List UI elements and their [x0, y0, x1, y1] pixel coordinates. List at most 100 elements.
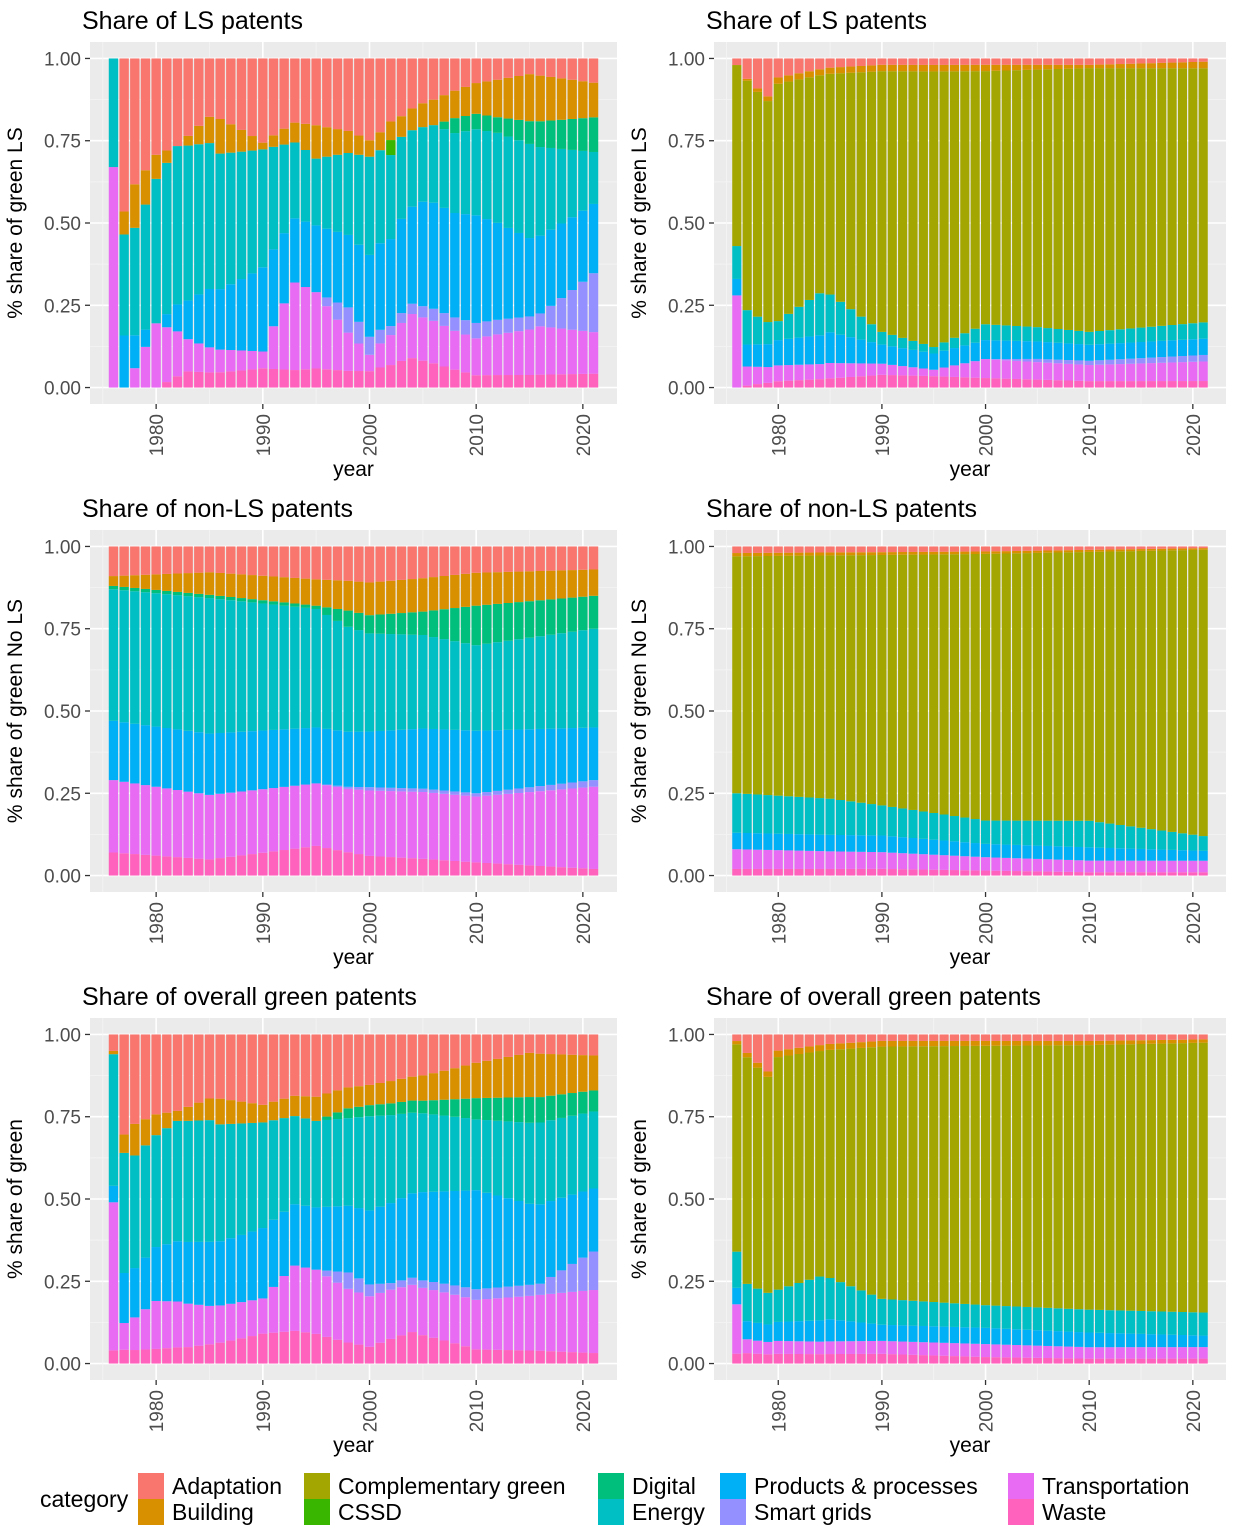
bar-segment	[524, 637, 535, 730]
bar-segment	[172, 729, 183, 791]
bar-segment	[991, 64, 1001, 71]
bar-segment	[1198, 1312, 1208, 1336]
bar-segment	[428, 1034, 439, 1074]
bar-segment	[215, 1098, 225, 1125]
bar-segment	[322, 306, 332, 370]
bar-segment	[503, 1097, 513, 1122]
bar-segment	[1084, 546, 1094, 550]
bar-segment	[268, 1286, 279, 1333]
bar-segment	[588, 1055, 599, 1091]
bar-segment	[1188, 1039, 1198, 1043]
bar-segment	[980, 551, 991, 554]
bar-segment	[375, 633, 385, 731]
bar-segment	[1188, 381, 1198, 388]
bar-segment	[386, 730, 396, 788]
bar-segment	[119, 586, 129, 591]
bar-segment	[1001, 551, 1011, 554]
bar-segment	[130, 227, 140, 336]
bar-segment	[991, 870, 1001, 876]
legend-key	[138, 1499, 164, 1525]
bar-segment	[1126, 63, 1136, 69]
bar-segment	[1146, 1040, 1156, 1044]
bar-segment	[1074, 1034, 1084, 1041]
bar-segment	[162, 1244, 172, 1302]
bar-segment	[119, 853, 129, 876]
bar-segment	[578, 81, 588, 119]
bar-segment	[204, 1120, 215, 1242]
bar-segment	[1136, 63, 1146, 69]
bar-segment	[226, 1034, 236, 1101]
bar-segment	[866, 555, 877, 805]
y-tick-label: 0.00	[668, 1355, 705, 1376]
bar-segment	[1167, 872, 1177, 876]
bar-segment	[439, 325, 449, 367]
bar-segment	[172, 595, 183, 730]
legend-label: Smart grids	[754, 1499, 872, 1525]
bar-segment	[322, 1270, 332, 1277]
bar-segment	[856, 1047, 866, 1291]
bar-segment	[140, 592, 151, 726]
bar-segment	[226, 58, 236, 125]
bar-segment	[1188, 68, 1198, 324]
bar-segment	[825, 294, 835, 333]
bar-segment	[247, 790, 257, 855]
bar-segment	[588, 786, 599, 869]
bar-segment	[825, 332, 835, 364]
bar-segment	[1188, 872, 1198, 876]
bar-segment	[908, 1341, 918, 1355]
bar-segment	[1094, 68, 1105, 332]
bar-segment	[247, 150, 257, 274]
bar-segment	[450, 641, 460, 730]
bar-segment	[1188, 62, 1198, 69]
bar-segment	[1105, 58, 1115, 65]
bar-segment	[396, 857, 407, 876]
bar-segment	[268, 601, 279, 605]
bar-segment	[1198, 1042, 1208, 1313]
bar-segment	[172, 1034, 183, 1111]
bar-segment	[236, 598, 247, 602]
bar-segment	[846, 309, 856, 338]
bar-segment	[784, 58, 794, 76]
bar-segment	[898, 1300, 908, 1326]
bar-segment	[1167, 860, 1177, 873]
bar-segment	[396, 1287, 407, 1336]
bar-segment	[1115, 551, 1125, 825]
bar-segment	[396, 116, 407, 137]
bar-segment	[375, 581, 385, 615]
bar-segment	[343, 370, 353, 388]
bar-segment	[172, 1120, 183, 1242]
bar-segment	[418, 306, 428, 318]
bar-segment	[535, 570, 545, 601]
bar-segment	[1105, 1040, 1115, 1045]
bar-segment	[588, 82, 599, 118]
bar-segment	[939, 1355, 949, 1364]
bar-segment	[567, 1115, 577, 1195]
bar-segment	[578, 281, 588, 331]
bar-segment	[1084, 344, 1094, 361]
bar-segment	[773, 365, 783, 382]
bar-segment	[1074, 1045, 1084, 1310]
bar-segment	[482, 862, 492, 876]
bar-segment	[1053, 68, 1063, 330]
bar-segment	[588, 868, 599, 876]
bar-segment	[1012, 70, 1022, 326]
bar-segment	[162, 590, 172, 595]
bar-segment	[918, 343, 928, 352]
bar-segment	[311, 58, 321, 126]
bar-segment	[428, 610, 439, 638]
bar-segment	[1032, 358, 1042, 363]
bar-segment	[773, 321, 783, 341]
bar-segment	[1084, 820, 1094, 848]
bar-segment	[866, 363, 877, 376]
bar-segment	[835, 58, 846, 68]
bar-segment	[939, 376, 949, 388]
bar-segment	[183, 1347, 193, 1364]
bar-segment	[375, 150, 385, 244]
bar-segment	[1074, 1040, 1084, 1046]
bar-segment	[247, 273, 257, 351]
bar-segment	[343, 1118, 353, 1206]
bar-segment	[450, 133, 460, 214]
bar-segment	[1094, 1332, 1105, 1348]
bar-segment	[503, 729, 513, 790]
bar-segment	[856, 1341, 866, 1354]
